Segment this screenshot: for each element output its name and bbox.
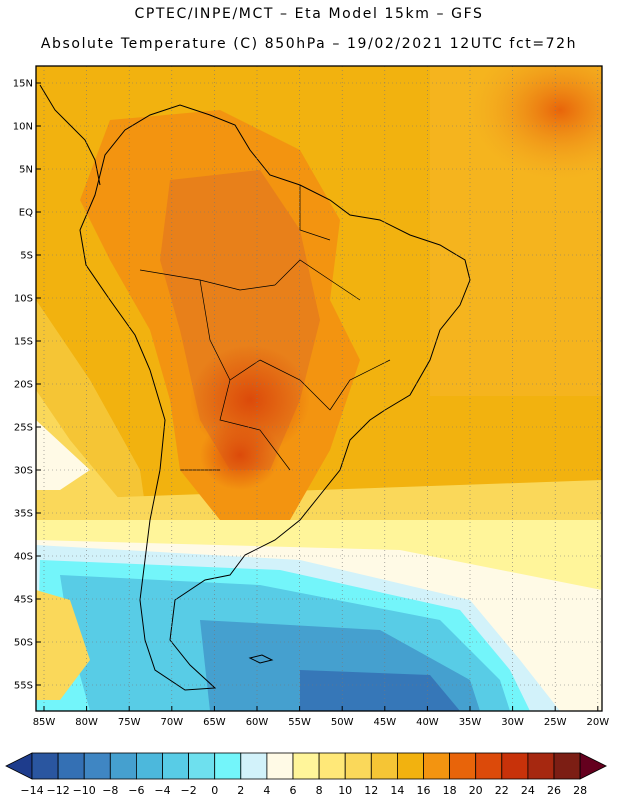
lon-tick-label: 80W [75, 717, 98, 728]
colorbar-box [344, 752, 372, 780]
colorbar-label: 6 [290, 784, 297, 797]
falkland-islands [248, 654, 274, 664]
colorbar-box-min-arrow [5, 752, 33, 780]
colorbar-label: 24 [521, 784, 535, 797]
temperature-field [36, 66, 602, 711]
colorbar-label: −2 [180, 784, 196, 797]
colorbar-box [318, 752, 346, 780]
colorbar-box [162, 752, 190, 780]
lat-tick-label: 45S [14, 595, 33, 606]
lat-tick-label: 5S [20, 251, 33, 262]
lon-tick-label: 45W [373, 717, 396, 728]
lon-tick-label: 60W [246, 717, 269, 728]
colorbar-label: 12 [364, 784, 378, 797]
colorbar-label: −12 [46, 784, 69, 797]
lat-tick-label: 5N [19, 165, 33, 176]
colorbar-boxes [5, 752, 607, 780]
colorbar-label: −8 [102, 784, 118, 797]
lat-tick-label: 55S [14, 681, 33, 692]
map-frame [35, 65, 603, 712]
lat-tick-label: EQ [19, 208, 33, 219]
colorbar-box [292, 752, 320, 780]
lon-tick-label: 50W [331, 717, 354, 728]
central-america-outline [39, 84, 101, 186]
lat-axis: 15N 10N 5N EQ 5S 10S 15S 20S 25S 30S 35S 40S 45S 50S 5… [13, 79, 41, 692]
colorbar-box [370, 752, 398, 780]
colorbar-labels: −14 −12 −10 −8 −6 −4 −2 0 2 4 6 8 10 12 14 16 18 20 22 24 26… [20, 784, 587, 797]
colorbar-box [553, 752, 581, 780]
colorbar-label: 14 [390, 784, 404, 797]
lon-tick-label: 40W [416, 717, 439, 728]
colorbar-label: −10 [73, 784, 96, 797]
colorbar-box [240, 752, 268, 780]
lat-tick-label: 10N [13, 122, 33, 133]
colorbar-box [188, 752, 216, 780]
lat-tick-label: 30S [14, 466, 33, 477]
chart-title-line1: CPTEC/INPE/MCT – Eta Model 15km – GFS [134, 6, 484, 22]
lon-tick-label: 75W [118, 717, 141, 728]
lat-tick-label: 20S [14, 380, 33, 391]
colorbar-label: 28 [573, 784, 587, 797]
lat-tick-label: 15S [14, 337, 33, 348]
colorbar-box [501, 752, 529, 780]
lat-tick-label: 25S [14, 423, 33, 434]
colorbar-box [214, 752, 242, 780]
lat-tick-label: 10S [14, 294, 33, 305]
colorbar-label: −6 [128, 784, 144, 797]
colorbar-box [396, 752, 424, 780]
colorbar-box [109, 752, 137, 780]
colorbar-box [266, 752, 294, 780]
colorbar-label: −14 [20, 784, 43, 797]
colorbar-label: 0 [211, 784, 218, 797]
chart-title-line2: Absolute Temperature (C) 850hPa – 19/02/… [40, 36, 578, 52]
field-chile-warm [36, 590, 90, 700]
colorbar-label: −4 [154, 784, 170, 797]
colorbar-label: 16 [417, 784, 431, 797]
lon-tick-label: 25W [544, 717, 567, 728]
colorbar-label: 26 [547, 784, 561, 797]
colorbar-box [83, 752, 111, 780]
field-pacific-6c [36, 420, 90, 490]
colorbar-label: 18 [443, 784, 457, 797]
lon-tick-label: 55W [288, 717, 311, 728]
lon-tick-label: 70W [160, 717, 183, 728]
colorbar-label: 10 [338, 784, 352, 797]
lon-tick-label: 65W [203, 717, 226, 728]
colorbar-box [135, 752, 163, 780]
colorbar-box [449, 752, 477, 780]
lat-tick-label: 15N [13, 79, 33, 90]
lon-tick-label: 85W [33, 717, 56, 728]
colorbar-label: 8 [316, 784, 323, 797]
colorbar-label: 22 [495, 784, 509, 797]
colorbar-label: 4 [263, 784, 270, 797]
colorbar-box [423, 752, 451, 780]
colorbar-box [527, 752, 555, 780]
field-band-neg10 [300, 670, 460, 711]
colorbar-box [31, 752, 59, 780]
lat-tick-label: 40S [14, 552, 33, 563]
colorbar-box-max-arrow [579, 752, 607, 780]
colorbar-label: 2 [237, 784, 244, 797]
lon-tick-label: 30W [501, 717, 524, 728]
lon-axis: 85W 80W 75W 70W 65W 60W 55W 50W 45W 40W 35W 30W 25W 2… [33, 706, 609, 728]
colorbar-box [475, 752, 503, 780]
colorbar-box [57, 752, 85, 780]
lon-tick-label: 35W [459, 717, 482, 728]
field-ne-warm [470, 66, 602, 180]
lon-tick-label: 20W [586, 717, 609, 728]
lat-tick-label: 50S [14, 638, 33, 649]
field-hot-core-south [200, 420, 280, 490]
lat-tick-label: 35S [14, 509, 33, 520]
colorbar-label: 20 [469, 784, 483, 797]
